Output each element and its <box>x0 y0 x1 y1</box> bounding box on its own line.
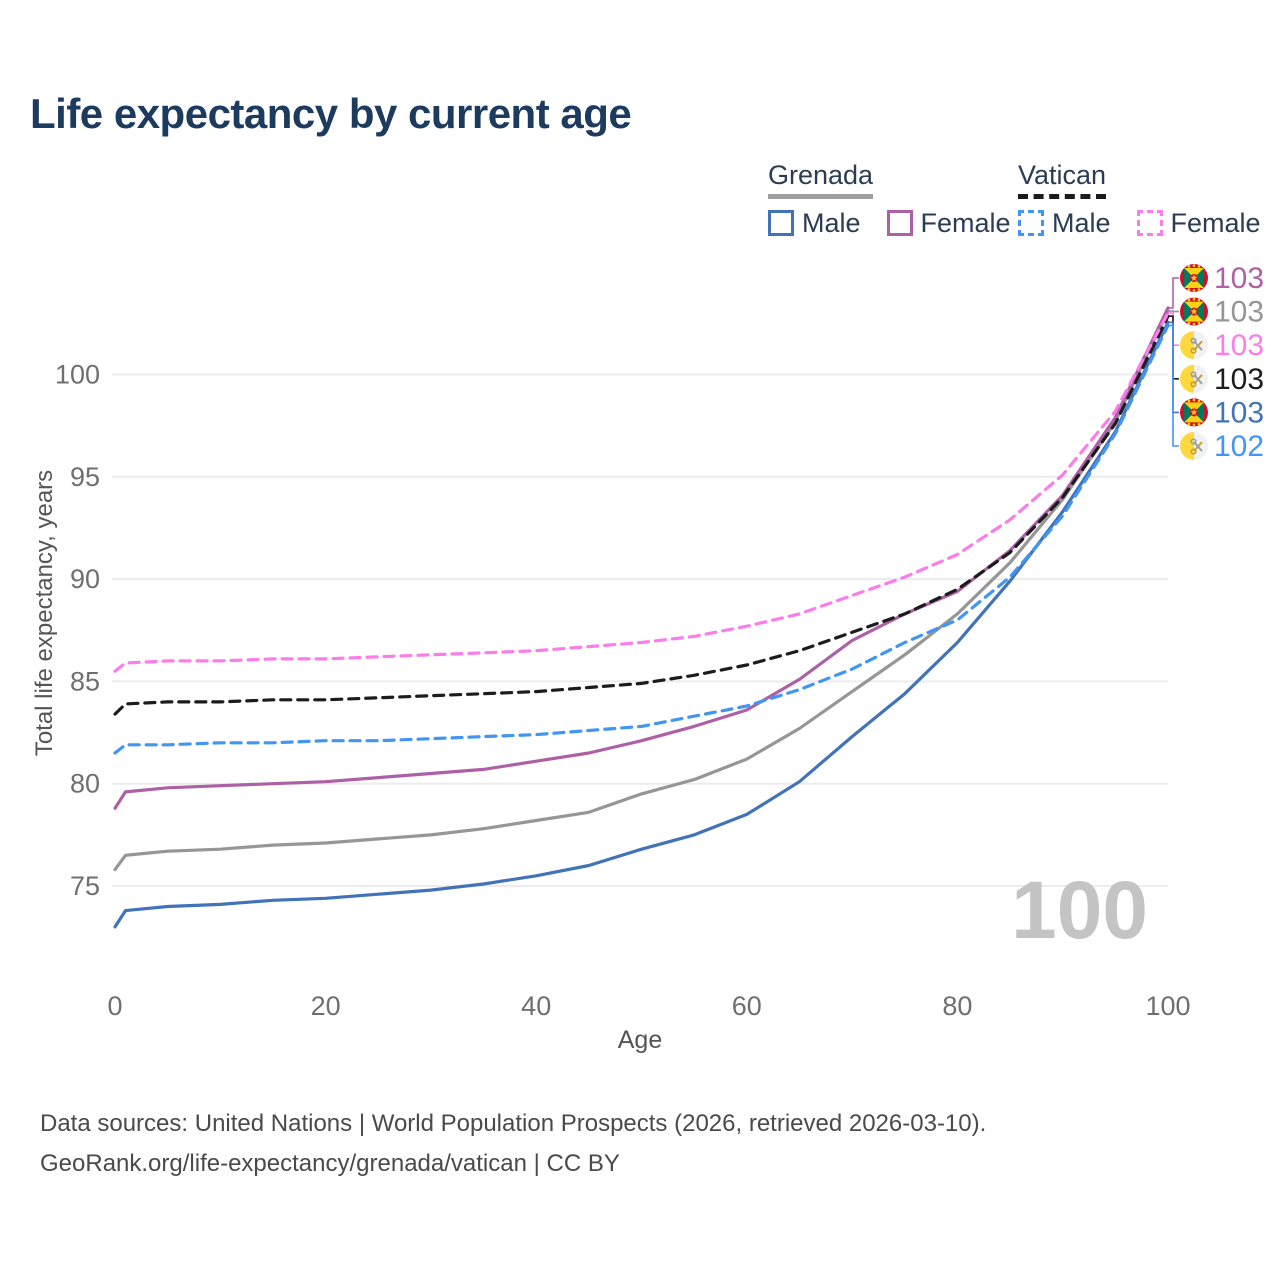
y-tick-label: 95 <box>70 462 100 492</box>
series-line-grenada <box>113 309 1170 872</box>
legend-item-vatican-male[interactable]: Male <box>1018 208 1111 239</box>
series-line-grenada-female <box>113 306 1170 810</box>
y-tick-label: 85 <box>70 666 100 696</box>
legend-item-grenada-female[interactable]: Female <box>886 207 1011 239</box>
end-value-label: 103 <box>1214 396 1264 429</box>
y-axis-title: Total life expectancy, years <box>31 469 58 757</box>
x-tick-label: 100 <box>1145 991 1190 1021</box>
vatican-flag-icon <box>1180 364 1208 393</box>
vatican-flag-icon <box>1180 331 1208 360</box>
y-tick-label: 100 <box>55 360 100 390</box>
end-label-leader <box>1168 310 1179 313</box>
series-line-vatican <box>113 314 1170 716</box>
y-tick-label: 80 <box>70 769 100 799</box>
series-line-grenada-male <box>113 320 1170 929</box>
x-tick-label: 40 <box>521 991 551 1021</box>
grenada-flag-icon <box>1180 264 1208 292</box>
vatican-female-swatch-icon <box>1136 210 1163 237</box>
legend-item-label: Female <box>1170 207 1261 238</box>
end-value-label: 103 <box>1214 329 1264 362</box>
y-tick-label: 75 <box>70 871 100 901</box>
end-value-label: 103 <box>1214 296 1264 329</box>
x-tick-label: 0 <box>107 991 122 1021</box>
x-tick-label: 20 <box>311 991 341 1021</box>
legend-item-label: Male <box>802 207 861 238</box>
vatican-flag-icon <box>1180 432 1208 460</box>
x-tick-label: 80 <box>942 991 972 1021</box>
legend-item-vatican-female[interactable]: Female <box>1136 207 1261 239</box>
x-axis-title: Age <box>617 1026 663 1054</box>
end-value-label: 103 <box>1214 262 1264 295</box>
legend-group-vatican: Vatican Male Female <box>1018 160 1261 239</box>
age-counter-watermark: 100 <box>1011 865 1148 956</box>
data-sources-line: Data sources: United Nations | World Pop… <box>40 1110 987 1137</box>
vatican-male-swatch-icon <box>1018 210 1044 237</box>
grenada-male-swatch-icon <box>768 210 794 237</box>
grenada-flag-icon <box>1180 297 1208 326</box>
y-tick-label: 90 <box>70 564 100 594</box>
end-label-leader <box>1168 324 1179 447</box>
legend-item-label: Male <box>1052 207 1111 238</box>
legend-item-label: Female <box>920 207 1011 238</box>
footer: Data sources: United Nations | World Pop… <box>40 1104 986 1185</box>
legend-header-grenada: Grenada <box>768 160 874 199</box>
end-value-label: 103 <box>1214 363 1264 396</box>
grenada-female-swatch-icon <box>886 210 913 237</box>
attribution-line: GeoRank.org/life-expectancy/grenada/vati… <box>40 1150 620 1178</box>
x-tick-label: 60 <box>732 991 762 1021</box>
end-value-label: 102 <box>1214 430 1264 463</box>
legend-item-grenada-male[interactable]: Male <box>768 208 861 239</box>
legend-group-grenada: Grenada Male Female <box>768 160 1011 239</box>
grenada-flag-icon <box>1180 398 1208 427</box>
chart-title: Life expectancy by current age <box>30 90 632 137</box>
end-label-leader <box>1168 277 1179 309</box>
series-line-vatican-female <box>113 311 1170 673</box>
series-line-vatican-male <box>113 323 1170 755</box>
legend-header-vatican: Vatican <box>1018 160 1107 199</box>
